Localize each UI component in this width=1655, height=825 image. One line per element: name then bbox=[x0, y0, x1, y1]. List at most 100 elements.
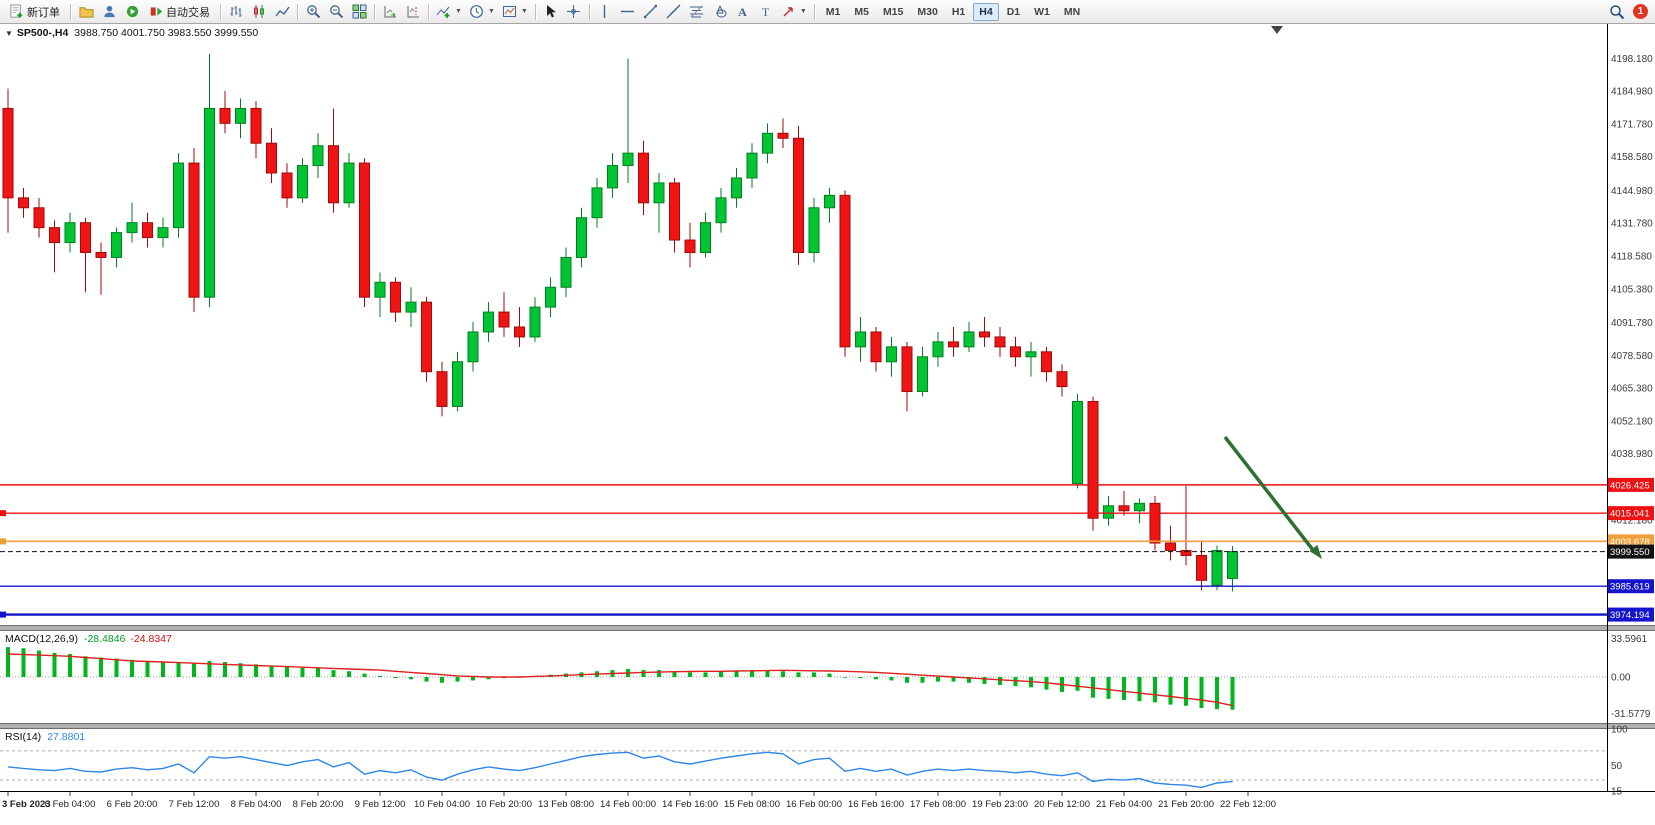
candle-body bbox=[762, 132, 773, 154]
trend-arrow[interactable] bbox=[1223, 435, 1315, 552]
chart-shift-marker[interactable] bbox=[1271, 26, 1283, 34]
trendline-button[interactable] bbox=[640, 2, 662, 22]
macd-histogram-bar bbox=[1199, 677, 1204, 709]
candle-body bbox=[142, 222, 153, 239]
templates-button[interactable]: ▼ bbox=[499, 2, 531, 22]
time-axis-label: 16 Feb 00:00 bbox=[786, 799, 842, 810]
horizontal-line-button[interactable] bbox=[617, 2, 639, 22]
zoom-in-button[interactable] bbox=[302, 2, 324, 22]
candle-body bbox=[824, 194, 835, 209]
price-badge-label: 4015.041 bbox=[1610, 509, 1650, 520]
candle-body bbox=[653, 182, 665, 204]
chart-shift-button[interactable] bbox=[402, 2, 424, 22]
indicators-button[interactable]: ▼ bbox=[433, 2, 465, 22]
candle-body bbox=[932, 341, 944, 358]
macd-histogram-bar bbox=[843, 677, 847, 678]
timeframe-button-mn[interactable]: MN bbox=[1063, 5, 1081, 18]
candle-body bbox=[777, 132, 789, 139]
candle-body bbox=[948, 341, 959, 348]
periods-button[interactable]: ▼ bbox=[466, 2, 498, 22]
text-button[interactable]: A bbox=[732, 2, 754, 22]
line-chart-icon bbox=[274, 6, 290, 17]
macd-histogram-bar bbox=[874, 677, 878, 680]
macd-histogram-bar bbox=[362, 673, 367, 677]
candle-body bbox=[545, 286, 556, 308]
auto-trading-button[interactable]: 自动交易 bbox=[144, 2, 216, 22]
candle-body bbox=[235, 107, 246, 124]
macd-histogram-bar bbox=[765, 670, 770, 677]
crosshair-button[interactable] bbox=[563, 2, 585, 22]
candlestick-chart-button[interactable] bbox=[248, 2, 270, 22]
bar-chart-button[interactable] bbox=[225, 2, 247, 22]
candle-body bbox=[1103, 505, 1114, 519]
candle-body bbox=[204, 107, 215, 298]
fibonacci-button[interactable] bbox=[686, 2, 708, 22]
timeframe-button-h1[interactable]: H1 bbox=[951, 5, 966, 18]
macd-histogram-bar bbox=[781, 671, 785, 677]
chart-collapse-icon[interactable]: ▼ bbox=[5, 29, 13, 38]
macd-histogram-bar bbox=[378, 675, 382, 677]
pane-separator[interactable] bbox=[0, 723, 1655, 729]
shapes-button[interactable] bbox=[709, 2, 731, 22]
auto-scroll-button[interactable] bbox=[379, 2, 401, 22]
macd-histogram-bar bbox=[1075, 677, 1080, 691]
chevron-down-icon: ▼ bbox=[520, 8, 528, 15]
new-order-button[interactable]: 新订单 bbox=[3, 2, 66, 22]
notification-badge[interactable]: 1 bbox=[1633, 4, 1648, 19]
price-axis-label: 4052.180 bbox=[1611, 416, 1653, 427]
price-axis-label: 4118.580 bbox=[1611, 252, 1652, 263]
price-badge-label: 3985.619 bbox=[1610, 582, 1650, 593]
macd-histogram-bar bbox=[145, 660, 150, 677]
macd-histogram-bar bbox=[703, 672, 708, 677]
macd-histogram-bar bbox=[223, 662, 227, 677]
profile-button[interactable] bbox=[98, 2, 120, 22]
macd-histogram-bar bbox=[936, 677, 940, 682]
open-chart-button[interactable] bbox=[75, 2, 97, 22]
candle-body bbox=[1134, 502, 1145, 512]
search-button[interactable] bbox=[1606, 2, 1628, 22]
candle-body bbox=[436, 371, 448, 407]
candle-body bbox=[917, 356, 928, 393]
arrows-button[interactable]: ▼ bbox=[778, 2, 810, 22]
macd-histogram-bar bbox=[331, 670, 336, 677]
time-axis-label: 16 Feb 16:00 bbox=[848, 799, 904, 810]
macd-histogram-bar bbox=[998, 677, 1002, 686]
candle-body bbox=[390, 281, 401, 313]
trend-arrow-head[interactable] bbox=[1309, 544, 1322, 559]
label-button[interactable]: T bbox=[755, 2, 777, 22]
price-axis-label: 4038.980 bbox=[1611, 449, 1653, 460]
timeframe-button-w1[interactable]: W1 bbox=[1034, 5, 1050, 18]
pane-separator[interactable] bbox=[0, 625, 1655, 631]
timeframe-button-d1[interactable]: D1 bbox=[1006, 5, 1021, 18]
channel-button[interactable] bbox=[663, 2, 685, 22]
time-axis-label: 6 Feb 20:00 bbox=[107, 799, 158, 810]
chevron-down-icon: ▼ bbox=[455, 8, 462, 15]
macd-scale-label: 33.5961 bbox=[1611, 634, 1648, 645]
timeframe-button-m1[interactable]: M1 bbox=[825, 5, 841, 18]
candle-body bbox=[979, 331, 990, 338]
candle-body bbox=[684, 239, 696, 253]
timeframe-button-m15[interactable]: M15 bbox=[882, 5, 904, 18]
vertical-line-button[interactable] bbox=[594, 2, 616, 22]
line-chart-button[interactable] bbox=[271, 2, 293, 22]
zoom-out-button[interactable] bbox=[325, 2, 347, 22]
candle-body bbox=[669, 182, 680, 241]
timeframe-button-m5[interactable]: M5 bbox=[854, 5, 869, 18]
chevron-down-icon: ▼ bbox=[487, 8, 495, 15]
price-axis-label: 4144.980 bbox=[1611, 186, 1653, 197]
macd-histogram-bar bbox=[52, 652, 57, 677]
timeframe-button-h4[interactable]: H4 bbox=[973, 2, 999, 21]
candle-body bbox=[188, 162, 200, 298]
macd-scale-label: 0.00 bbox=[1611, 673, 1631, 684]
auto-trading-label: 自动交易 bbox=[166, 6, 210, 19]
candle-body bbox=[1056, 371, 1068, 388]
tile-windows-button[interactable] bbox=[348, 2, 370, 22]
candle-body bbox=[33, 207, 45, 229]
candle-body bbox=[1227, 551, 1238, 579]
market-depth-button[interactable] bbox=[121, 2, 143, 22]
macd-name: MACD(12,26,9) bbox=[5, 633, 78, 645]
candle-body bbox=[1025, 351, 1037, 358]
timeframe-button-m30[interactable]: M30 bbox=[917, 5, 938, 18]
candle-body bbox=[266, 142, 277, 174]
cursor-button[interactable] bbox=[540, 2, 562, 22]
